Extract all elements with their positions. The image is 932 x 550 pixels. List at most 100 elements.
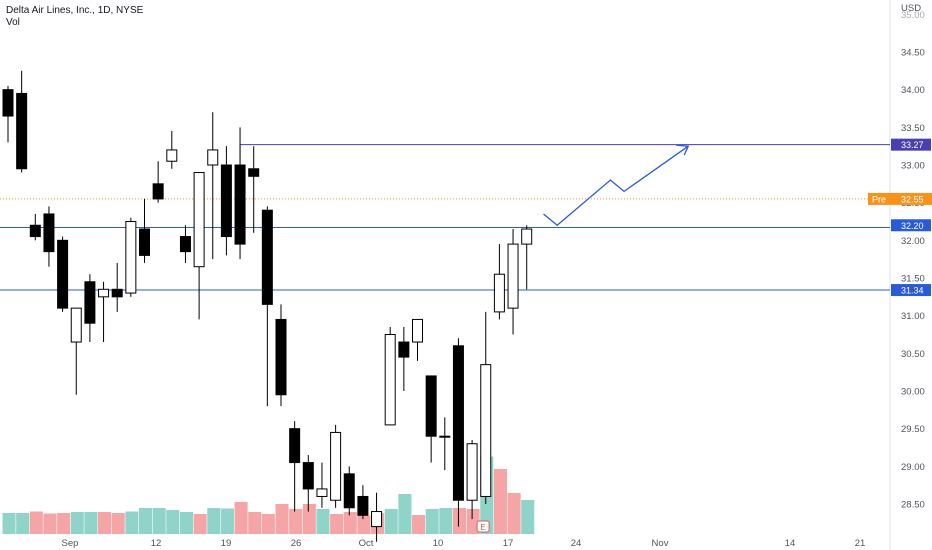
volume-bar	[234, 502, 248, 534]
candle	[84, 274, 96, 343]
price-badge	[891, 138, 931, 151]
price-badge-text: 32.20	[901, 221, 924, 231]
candle-body	[452, 345, 464, 501]
volume-bar	[507, 493, 521, 534]
candle	[452, 338, 464, 527]
candle-body	[493, 273, 505, 313]
candle	[152, 161, 164, 203]
volume-bar	[152, 508, 166, 534]
candle-body	[179, 236, 191, 253]
candle	[521, 225, 533, 290]
y-tick-label: 34.00	[901, 85, 925, 96]
volume-bar	[43, 513, 57, 534]
volume-bar	[330, 514, 344, 534]
volume-bar	[384, 509, 398, 534]
candle-body	[2, 89, 14, 117]
candle-body	[152, 183, 164, 200]
candle	[234, 127, 246, 260]
y-tick-label: 31.00	[901, 311, 925, 322]
x-tick-label: Oct	[359, 538, 374, 549]
candle	[398, 326, 410, 391]
candle-body	[316, 488, 328, 497]
x-tick-label: Nov	[652, 538, 669, 549]
projection-path	[543, 145, 689, 227]
volume-bar	[29, 511, 43, 534]
volume-bar	[125, 511, 139, 534]
candle-body	[125, 221, 137, 294]
candle	[248, 146, 260, 233]
earnings-marker	[476, 520, 490, 533]
price-badge	[891, 284, 931, 297]
earnings-marker-text: E	[480, 523, 485, 532]
volume-bar	[179, 512, 193, 534]
candle-body	[43, 213, 55, 253]
volume-bar	[57, 513, 71, 534]
price-badge-text: 33.27	[901, 140, 924, 150]
candle-body	[357, 495, 369, 516]
candle	[29, 213, 41, 241]
candle-body	[234, 164, 246, 245]
candle	[384, 326, 396, 426]
candle	[70, 307, 82, 395]
candle	[125, 217, 137, 297]
x-tick-label: 19	[221, 538, 232, 549]
candle	[371, 492, 383, 542]
x-tick-label: 12	[151, 538, 162, 549]
volume-bar	[425, 509, 439, 534]
volume-bar	[16, 513, 30, 534]
candle	[275, 304, 287, 407]
candle	[507, 229, 519, 335]
candle-body	[139, 228, 150, 256]
volume-bar	[220, 508, 234, 534]
candle-body	[466, 443, 478, 501]
volume-bar	[398, 494, 412, 534]
candle	[357, 485, 369, 520]
y-tick-label: 35.00	[901, 10, 925, 21]
candle-body	[220, 164, 232, 238]
candle-body	[521, 228, 533, 245]
candle-body	[398, 341, 410, 358]
candle	[16, 70, 28, 173]
x-tick-label: 17	[503, 538, 514, 549]
candle	[480, 311, 492, 504]
y-tick-label: 30.00	[901, 387, 925, 398]
volume-bar	[412, 515, 426, 534]
volume-label: Vol	[6, 17, 20, 28]
volume-bar	[193, 514, 207, 534]
volume-bar	[70, 512, 84, 534]
candle-body	[248, 168, 260, 177]
candle	[330, 424, 342, 508]
candle	[166, 131, 178, 169]
y-tick-label: 33.50	[901, 123, 925, 134]
x-tick-label: Sep	[62, 538, 79, 549]
candle-body	[371, 511, 383, 528]
candle-body	[425, 375, 437, 437]
y-tick-label: 29.00	[901, 462, 925, 473]
candle	[302, 455, 314, 512]
volume-bar	[166, 510, 180, 534]
candle-body	[343, 473, 355, 509]
symbol-title[interactable]: Delta Air Lines, Inc., 1D, NYSE	[6, 5, 144, 16]
candle-body	[98, 288, 110, 298]
volume-bar	[493, 469, 507, 534]
candle	[43, 206, 55, 267]
candle	[261, 206, 273, 407]
pre-market-badge-value: 32.55	[901, 194, 924, 204]
candle-body	[193, 172, 205, 268]
candle-body	[289, 428, 301, 464]
candle	[425, 375, 437, 463]
volume-bar	[2, 513, 16, 534]
pre-market-badge	[868, 192, 932, 205]
price-badge	[891, 219, 931, 232]
candle	[493, 244, 505, 320]
volume-bar	[521, 500, 535, 534]
volume-bar	[248, 512, 262, 534]
candle	[343, 466, 355, 516]
candle	[466, 439, 478, 520]
candle-body	[261, 209, 273, 305]
candle-body	[439, 435, 451, 438]
candle	[439, 417, 451, 471]
candle	[316, 462, 328, 508]
candle-body	[29, 224, 41, 238]
